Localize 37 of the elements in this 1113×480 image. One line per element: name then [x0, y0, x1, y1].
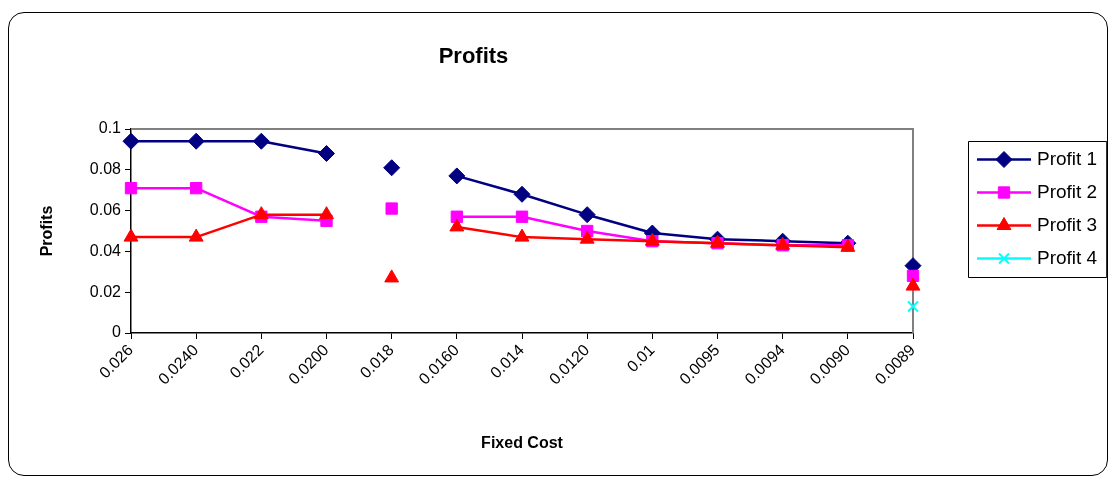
point [319, 206, 334, 220]
point [383, 159, 401, 177]
y-tick-label: 0.06 [89, 201, 122, 219]
point [188, 228, 204, 242]
point [384, 269, 400, 283]
point [385, 202, 398, 215]
y-tick-label: 0 [112, 323, 122, 341]
y-tick-label: 0.1 [98, 119, 122, 137]
point [578, 206, 596, 224]
y-tick-label: 0.08 [89, 160, 122, 178]
point [513, 185, 531, 203]
x-tick-label: 0.01 [623, 340, 658, 376]
legend-label: Profit 3 [1037, 213, 1098, 235]
point [907, 300, 919, 313]
point [252, 132, 270, 150]
point [318, 144, 335, 162]
x-axis-title: Fixed Cost [481, 433, 564, 451]
legend-label: Profit 4 [1037, 246, 1098, 268]
chart-title: Profits [438, 43, 509, 69]
point [449, 218, 465, 232]
point [187, 132, 205, 150]
point [514, 228, 530, 242]
point [253, 206, 269, 220]
y-tick-label: 0.02 [89, 282, 122, 300]
point [124, 182, 138, 195]
y-tick-label: 0.04 [89, 241, 122, 259]
point [515, 210, 529, 223]
legend-label: Profit 1 [1037, 147, 1098, 169]
point [190, 182, 203, 195]
legend-label: Profit 2 [1037, 180, 1098, 202]
y-axis-title: Profits [38, 205, 56, 257]
point [450, 210, 463, 223]
point [905, 277, 921, 291]
point [579, 230, 595, 244]
point [122, 132, 140, 150]
point [448, 167, 466, 185]
point [123, 228, 139, 242]
